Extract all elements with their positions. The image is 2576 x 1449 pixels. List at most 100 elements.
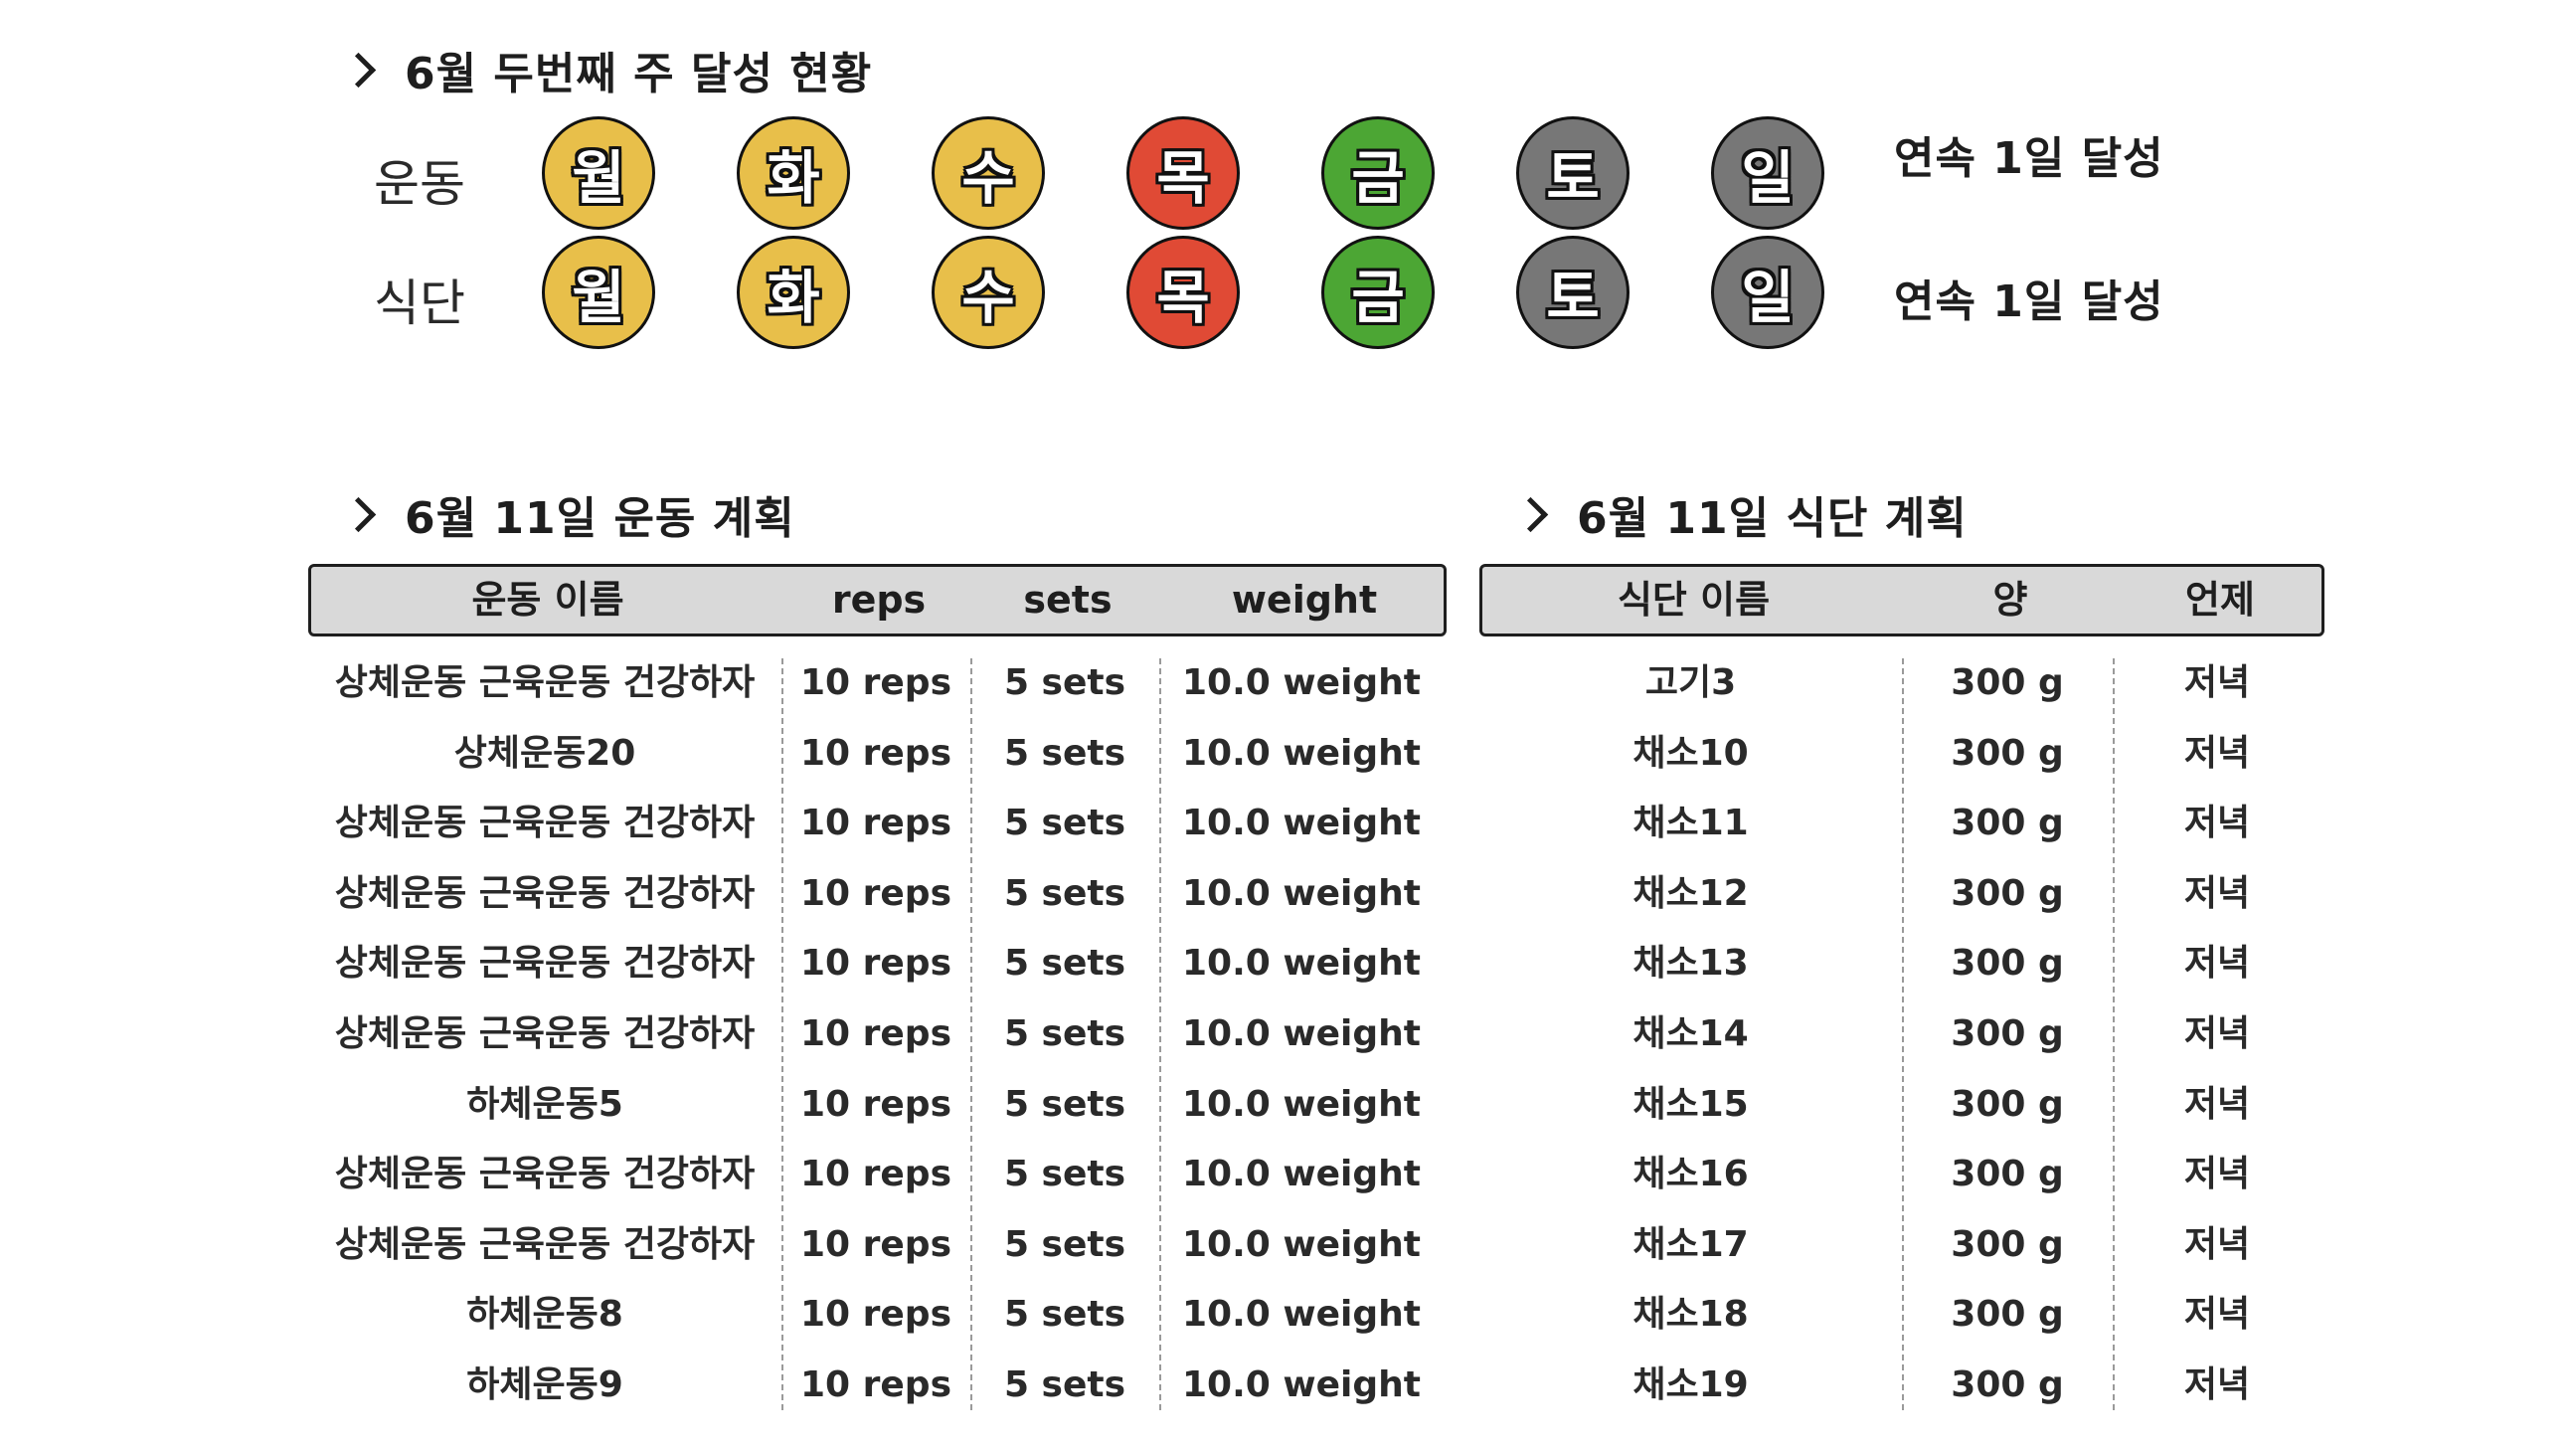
diet-when-cell: 저녁 [2183,1294,2251,1336]
day-status-circle[interactable]: 목 [1126,116,1240,230]
diet-table-row[interactable]: 채소11 300 g 저녁 [1479,789,2324,859]
diet-table-row[interactable]: 채소15 300 g 저녁 [1479,1070,2324,1141]
diet-when-cell: 저녁 [2183,1223,2251,1265]
exercise-name-cell: 하체운동5 [466,1083,623,1125]
exercise-table-row[interactable]: 상체운동 근육운동 건강하자 10 reps 5 sets 10.0 weight [308,1140,1447,1210]
achievement-track-row: 식단 월 화 수 목 금 토 일 [0,236,2576,355]
exercise-plan-title: 6월 11일 운동 계획 [340,482,795,546]
diet-column-divider [1902,658,1904,1410]
exercise-header-name: 운동 이름 [471,578,624,622]
diet-name-cell: 채소10 [1632,732,1749,774]
streak-text: 연속 1일 달성 [1894,133,2164,184]
exercise-table-row[interactable]: 상체운동 근육운동 건강하자 10 reps 5 sets 10.0 weight [308,648,1447,719]
diet-amount-cell: 300 g [1951,1154,2064,1195]
exercise-table-header: 운동 이름 reps sets weight [308,564,1447,636]
achievement-title-text: 6월 두번째 주 달성 현황 [405,49,873,99]
diet-table-row[interactable]: 채소18 300 g 저녁 [1479,1280,2324,1351]
exercise-reps-cell: 10 reps [800,662,951,703]
exercise-table-row[interactable]: 상체운동 근육운동 건강하자 10 reps 5 sets 10.0 weight [308,929,1447,999]
exercise-table-row[interactable]: 하체운동8 10 reps 5 sets 10.0 weight [308,1280,1447,1351]
exercise-weight-cell: 10.0 weight [1182,872,1421,914]
diet-table-row[interactable]: 채소19 300 g 저녁 [1479,1351,2324,1421]
day-status-circle[interactable]: 일 [1711,116,1824,230]
exercise-weight-cell: 10.0 weight [1182,1154,1421,1195]
diet-name-cell: 채소13 [1632,943,1749,985]
exercise-weight-cell: 10.0 weight [1182,732,1421,774]
exercise-name-cell: 상체운동 근육운동 건강하자 [334,943,756,985]
exercise-sets-cell: 5 sets [1003,1012,1126,1054]
diet-amount-cell: 300 g [1951,732,2064,774]
diet-table-row[interactable]: 채소13 300 g 저녁 [1479,929,2324,999]
day-status-circle[interactable]: 월 [542,236,655,349]
exercise-header-weight: weight [1231,578,1378,622]
exercise-table-row[interactable]: 상체운동 근육운동 건강하자 10 reps 5 sets 10.0 weight [308,859,1447,930]
exercise-weight-cell: 10.0 weight [1182,1083,1421,1125]
day-status-circle[interactable]: 화 [737,116,850,230]
exercise-header-reps: reps [831,578,927,622]
exercise-name-cell: 하체운동8 [466,1294,623,1336]
exercise-reps-cell: 10 reps [800,1154,951,1195]
diet-table-body: 고기3 300 g 저녁 채소10 300 g 저녁 채소11 300 g 저녁 채소12 300 … [1479,648,2324,1421]
exercise-reps-cell: 10 reps [800,943,951,985]
diet-amount-cell: 300 g [1951,662,2064,703]
exercise-sets-cell: 5 sets [1003,1363,1126,1405]
diet-name-cell: 채소15 [1632,1083,1749,1125]
chevron-right-icon [340,52,377,88]
day-status-circle[interactable]: 토 [1516,236,1630,349]
diet-when-cell: 저녁 [2183,662,2251,703]
exercise-table-row[interactable]: 상체운동 근육운동 건강하자 10 reps 5 sets 10.0 weight [308,789,1447,859]
day-status-circle[interactable]: 목 [1126,236,1240,349]
exercise-table-row[interactable]: 상체운동20 10 reps 5 sets 10.0 weight [308,719,1447,790]
exercise-sets-cell: 5 sets [1003,803,1126,844]
diet-table-row[interactable]: 채소10 300 g 저녁 [1479,719,2324,790]
diet-table-row[interactable]: 채소12 300 g 저녁 [1479,859,2324,930]
diet-header-name: 식단 이름 [1617,578,1771,622]
diet-when-cell: 저녁 [2183,803,2251,844]
exercise-reps-cell: 10 reps [800,1363,951,1405]
exercise-table-row[interactable]: 상체운동 근육운동 건강하자 10 reps 5 sets 10.0 weight [308,1210,1447,1281]
diet-plan-title: 6월 11일 식단 계획 [1512,482,1968,546]
exercise-sets-cell: 5 sets [1003,943,1126,985]
chevron-right-icon [340,496,377,532]
exercise-sets-cell: 5 sets [1003,732,1126,774]
exercise-sets-cell: 5 sets [1003,662,1126,703]
exercise-reps-cell: 10 reps [800,803,951,844]
diet-when-cell: 저녁 [2183,1012,2251,1054]
diet-table-row[interactable]: 채소16 300 g 저녁 [1479,1140,2324,1210]
diet-amount-cell: 300 g [1951,872,2064,914]
exercise-reps-cell: 10 reps [800,1294,951,1336]
diet-amount-cell: 300 g [1951,1083,2064,1125]
day-status-circle[interactable]: 금 [1321,236,1435,349]
diet-name-cell: 채소18 [1632,1294,1749,1336]
exercise-table-row[interactable]: 상체운동 근육운동 건강하자 10 reps 5 sets 10.0 weight [308,999,1447,1070]
exercise-header-sets: sets [1023,578,1113,622]
track-label: 식단 [374,274,465,332]
exercise-reps-cell: 10 reps [800,1083,951,1125]
exercise-reps-cell: 10 reps [800,732,951,774]
exercise-table-row[interactable]: 하체운동9 10 reps 5 sets 10.0 weight [308,1351,1447,1421]
day-status-circle[interactable]: 수 [932,236,1045,349]
day-status-circle[interactable]: 토 [1516,116,1630,230]
exercise-name-cell: 상체운동20 [453,732,636,774]
diet-table-row[interactable]: 채소14 300 g 저녁 [1479,999,2324,1070]
exercise-reps-cell: 10 reps [800,1223,951,1265]
diet-amount-cell: 300 g [1951,1012,2064,1054]
diet-table-row[interactable]: 채소17 300 g 저녁 [1479,1210,2324,1281]
day-status-circle[interactable]: 금 [1321,116,1435,230]
diet-when-cell: 저녁 [2183,1363,2251,1405]
diet-amount-cell: 300 g [1951,1223,2064,1265]
day-status-circle[interactable]: 화 [737,236,850,349]
day-status-circle[interactable]: 일 [1711,236,1824,349]
achievement-track-row: 운동 월 화 수 목 금 토 일 [0,116,2576,236]
exercise-table-row[interactable]: 하체운동5 10 reps 5 sets 10.0 weight [308,1070,1447,1141]
day-status-circle[interactable]: 수 [932,116,1045,230]
diet-amount-cell: 300 g [1951,943,2064,985]
exercise-table-body: 상체운동 근육운동 건강하자 10 reps 5 sets 10.0 weight 상체… [308,648,1447,1421]
exercise-weight-cell: 10.0 weight [1182,1223,1421,1265]
diet-table-row[interactable]: 고기3 300 g 저녁 [1479,648,2324,719]
exercise-column-divider [781,658,783,1410]
day-status-circle[interactable]: 월 [542,116,655,230]
diet-amount-cell: 300 g [1951,803,2064,844]
diet-amount-cell: 300 g [1951,1294,2064,1336]
exercise-sets-cell: 5 sets [1003,1223,1126,1265]
